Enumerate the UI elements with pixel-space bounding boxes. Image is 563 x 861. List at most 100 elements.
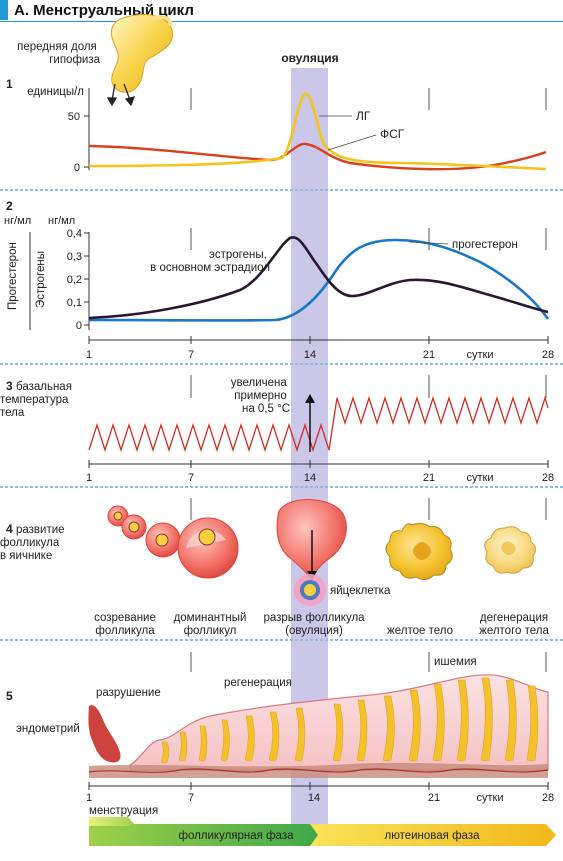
progesterone-axis-label: Прогестерон [7, 242, 19, 310]
temperature-rise-arrowhead [305, 394, 315, 403]
panel3-xticks [88, 460, 549, 468]
panel3-xtick-28: 28 [542, 472, 554, 484]
panel2-xtick-21: 21 [423, 349, 435, 361]
panel1-number: 1 [6, 77, 13, 91]
header-accent [0, 0, 8, 20]
fsh-curve [88, 142, 547, 171]
follicle-label-line1: развитие [16, 524, 65, 536]
panel2-ytick-0: 0 [76, 320, 82, 332]
menstruation-label: менструация [89, 805, 158, 817]
fsh-label: ФСГ [380, 127, 405, 141]
temperature-zigzag-high [328, 395, 549, 451]
panel5-xtick-7: 7 [188, 792, 194, 804]
stage-label-corpus-luteum: желтое тело [387, 625, 453, 637]
panel2-unit-right: нг/мл [48, 215, 75, 227]
panel4-number: 4 [6, 522, 13, 536]
temperature-label-line2: температура [0, 394, 69, 406]
luteal-phase-bar [310, 824, 556, 846]
ruptured-follicle [276, 499, 347, 606]
panel2-ytick-02: 0,2 [67, 274, 82, 286]
panel2-xticks [88, 336, 549, 344]
temperature-label-line1: базальная [16, 381, 72, 393]
pituitary-label-line2: гипофиза [49, 54, 100, 66]
panel2-ytick-03: 0,3 [67, 251, 82, 263]
follicular-phase-label: фолликулярная фаза [178, 830, 294, 842]
corpus-luteum-core [413, 542, 431, 560]
lh-curve [88, 92, 547, 171]
panel3-number: 3 [6, 379, 13, 393]
panel5-xtick-28: 28 [542, 792, 554, 804]
panel5-xtick-21: 21 [428, 792, 440, 804]
week-gridlines [190, 88, 547, 672]
temperature-note-line3: на 0,5 °С [242, 403, 290, 415]
panel3-days-label: сутки [467, 472, 494, 484]
endometrium-label: эндометрий [16, 723, 80, 735]
pituitary-gland-icon [110, 14, 174, 93]
progesterone-curve [88, 238, 550, 322]
panel5-xtick-14: 14 [308, 792, 320, 804]
temperature-label-line3: тела [0, 407, 25, 419]
pituitary-label-line1: передняя доля [17, 41, 97, 53]
destruction-label: разрушение [96, 687, 161, 699]
stage-label-degeneration: дегенерация желтого тела [479, 612, 549, 637]
panel3-xtick-1: 1 [86, 472, 92, 484]
temperature-note-line1: увеличена [231, 377, 288, 389]
panel2-ticks [84, 232, 89, 326]
temperature-label: базальная температура тела [0, 381, 75, 419]
lh-label: ЛГ [356, 109, 371, 123]
panel2-xtick-28: 28 [542, 349, 554, 361]
panel2-xtick-14: 14 [304, 349, 316, 361]
fsh-leader [327, 134, 377, 151]
follicular-phase-bar [89, 824, 320, 846]
panel2-days-label: сутки [467, 349, 494, 361]
panel5-xticks [88, 782, 549, 790]
section-dividers [0, 189, 563, 641]
endometrial-glands [160, 677, 539, 764]
luteal-phase-label: лютеиновая фаза [385, 830, 481, 842]
panel2-xtick-1: 1 [86, 349, 92, 361]
panel1-ytick-50: 50 [68, 111, 80, 123]
panel1-unit: единицы/л [27, 86, 84, 98]
temperature-note-line2: примерно [234, 390, 287, 402]
panel2-number: 2 [6, 199, 13, 213]
estrogen-label: эстрогены, в основном эстрадиол [150, 249, 270, 274]
panel2-ytick-01: 0,1 [67, 297, 82, 309]
stage-label-rupture: разрыв фолликула (овуляция) [263, 612, 365, 637]
panel5-number: 5 [6, 689, 13, 703]
egg-label: яйцеклетка [330, 585, 391, 597]
panel1-ytick-0: 0 [74, 162, 80, 174]
progesterone-label: прогестерон [452, 239, 518, 251]
regeneration-label: регенерация [224, 677, 292, 689]
panel2-unit-left: нг/мл [4, 215, 31, 227]
panel3-xtick-7: 7 [188, 472, 194, 484]
progesterone-leader [409, 241, 449, 245]
panel2-xtick-7: 7 [188, 349, 194, 361]
degenerating-corpus-luteum-core [501, 541, 516, 555]
header-rule [0, 21, 563, 22]
follicle-label: развитие фолликула в яичнике [0, 524, 68, 562]
estrogen-curve [88, 236, 549, 320]
panel3-xtick-21: 21 [423, 472, 435, 484]
panel5-xtick-1: 1 [86, 792, 92, 804]
dominant-follicle [177, 517, 239, 579]
panel3-xtick-14: 14 [304, 472, 316, 484]
hormone-arrows [106, 83, 136, 107]
temperature-zigzag-low [88, 422, 330, 453]
estrogen-label-line2: в основном эстрадиол [150, 262, 270, 274]
ischemia-label: ишемия [434, 656, 477, 668]
follicle-label-line3: в яичнике [0, 550, 52, 562]
estrogen-axis-label: Эстрогены [35, 251, 47, 308]
pituitary-stalk [149, 15, 173, 27]
ovulation-label: овуляция [281, 51, 338, 65]
panel5-days-label: сутки [477, 792, 504, 804]
stage-label-dominant: доминантный фолликул [174, 612, 247, 637]
temperature-note: увеличена примерно на 0,5 °С [231, 377, 290, 415]
stage-label-maturing: созревание фолликула [94, 612, 156, 637]
panel2-ytick-04: 0,4 [67, 228, 82, 240]
follicle-label-line2: фолликула [0, 537, 60, 549]
pituitary-label: передняя доля гипофиза [17, 41, 100, 66]
menstrual-shedding [88, 705, 121, 763]
maturing-follicles [107, 505, 181, 558]
basal-vessels [88, 768, 549, 773]
